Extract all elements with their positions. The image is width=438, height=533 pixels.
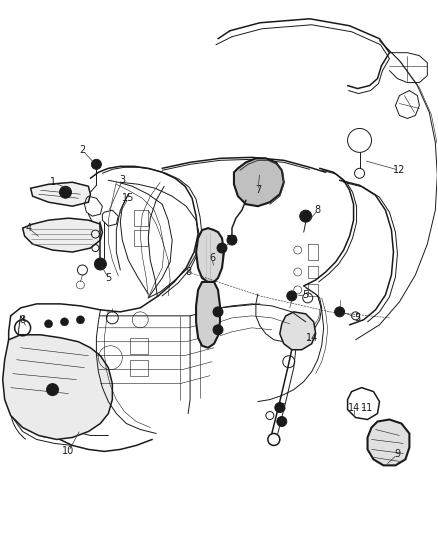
Text: 7: 7 (255, 185, 261, 195)
Circle shape (45, 320, 53, 328)
Circle shape (213, 307, 223, 317)
Circle shape (60, 186, 71, 198)
Circle shape (60, 318, 68, 326)
Text: 13: 13 (226, 235, 238, 245)
Text: 6: 6 (209, 253, 215, 263)
Text: 15: 15 (122, 193, 134, 203)
Circle shape (95, 258, 106, 270)
Polygon shape (196, 282, 220, 348)
Text: 5: 5 (354, 313, 360, 323)
Text: 5: 5 (280, 402, 286, 413)
Text: 12: 12 (393, 165, 406, 175)
Text: 1: 1 (49, 177, 56, 187)
Circle shape (227, 235, 237, 245)
Text: 14: 14 (306, 333, 318, 343)
Text: 2: 2 (79, 146, 85, 155)
Text: 8: 8 (185, 267, 191, 277)
Circle shape (77, 316, 85, 324)
Text: 3: 3 (119, 175, 125, 185)
Circle shape (275, 402, 285, 413)
Polygon shape (23, 218, 102, 252)
Text: 5: 5 (303, 290, 309, 300)
Polygon shape (234, 158, 284, 206)
Text: 10: 10 (62, 447, 74, 456)
Text: 4: 4 (25, 223, 32, 233)
Text: 8: 8 (314, 205, 321, 215)
Circle shape (92, 159, 101, 169)
Circle shape (213, 325, 223, 335)
Polygon shape (31, 182, 90, 206)
Circle shape (217, 243, 227, 253)
Polygon shape (367, 419, 410, 465)
Circle shape (287, 291, 297, 301)
Polygon shape (196, 228, 224, 282)
Text: 11: 11 (361, 402, 374, 413)
Circle shape (300, 210, 312, 222)
Circle shape (335, 307, 345, 317)
Polygon shape (280, 312, 316, 350)
Text: 9: 9 (394, 449, 400, 459)
Text: 14: 14 (349, 402, 361, 413)
Polygon shape (3, 335, 112, 439)
Text: 5: 5 (105, 273, 112, 283)
Text: 8: 8 (20, 315, 26, 325)
Circle shape (277, 416, 287, 426)
Circle shape (46, 384, 59, 395)
